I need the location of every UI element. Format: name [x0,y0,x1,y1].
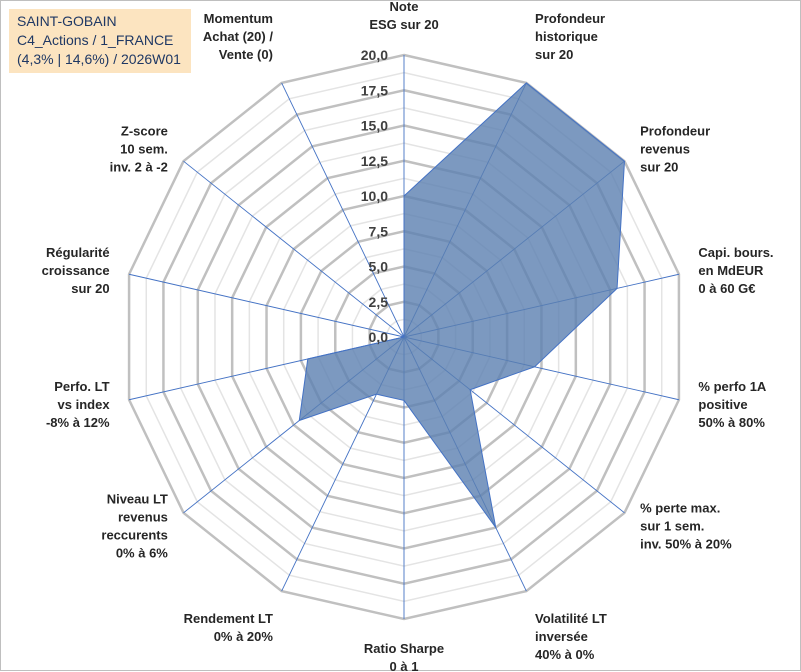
category-label: revenus [118,509,168,524]
category-label: ESG sur 20 [369,17,438,32]
category-label: Ratio Sharpe [364,641,444,656]
category-label: Perfo. LT [54,379,109,394]
company-name: SAINT-GOBAIN [17,13,117,29]
tick-label: 7,5 [369,223,389,239]
tick-label: 2,5 [369,294,389,310]
category-label: reccurents [101,527,167,542]
category-label: Rendement LT [184,611,273,626]
category-label: 0 à 60 G€ [698,281,755,296]
category-label: Profondeur [535,11,605,26]
category-label: Régularité [46,245,110,260]
tick-label: 20,0 [361,47,388,63]
category-label: inv. 50% à 20% [640,536,732,551]
category-label: 50% à 80% [698,415,765,430]
category-label: inversée [535,629,588,644]
category-label: Volatilité LT [535,611,607,626]
category-label: Vente (0) [219,47,273,62]
tick-label: 10,0 [361,188,388,204]
series-area [298,82,625,528]
category-label: Note [390,1,419,14]
radar-category-labels: Note ESG sur 20 Profondeur historique sur 20… [42,1,774,672]
category-label: 40% à 0% [535,647,595,662]
category-label: Niveau LT [107,491,168,506]
stats-line: (4,3% | 14,6%) / 2026W01 [17,51,181,67]
radar-series [298,82,625,528]
category-label: % perfo 1A [698,379,767,394]
radar-spoke [183,160,405,338]
category-label: historique [535,29,598,44]
tick-label: 15,0 [361,118,388,134]
category-label: positive [698,397,747,412]
category-label: 0 à 1 [390,659,419,672]
radar-ticks: 0,0 2,5 5,0 7,5 10,0 12,5 15,0 17,5 20,0 [361,47,388,345]
category-label: Profondeur [640,124,710,139]
category-label: sur 1 sem. [640,518,704,533]
category-label: % perte max. [640,500,720,515]
category-label: 0% à 20% [214,629,274,644]
category-label: revenus [640,142,690,157]
radar-spoke [128,273,405,338]
tick-label: 5,0 [369,259,389,275]
category-label: Capi. bours. [698,245,773,260]
category-label: Achat (20) / [203,29,273,44]
category-label: sur 20 [535,47,573,62]
category-label: inv. 2 à -2 [110,160,168,175]
category-label: sur 20 [640,160,678,175]
category-label: en MdEUR [698,263,764,278]
tick-label: 12,5 [361,153,388,169]
category-label: croissance [42,263,110,278]
tick-label: 17,5 [361,82,388,98]
category-label: Z-score [121,124,168,139]
category-label: -8% à 12% [46,415,110,430]
radar-spoke [281,82,405,338]
category-line: C4_Actions / 1_FRANCE [17,32,174,48]
category-label: Momentum [204,11,273,26]
tick-label: 0,0 [369,329,389,345]
chart-title-box: SAINT-GOBAIN C4_Actions / 1_FRANCE (4,3%… [9,9,191,73]
category-label: 0% à 6% [116,545,168,560]
category-label: 10 sem. [120,142,168,157]
category-label: vs index [58,397,111,412]
category-label: sur 20 [71,281,109,296]
